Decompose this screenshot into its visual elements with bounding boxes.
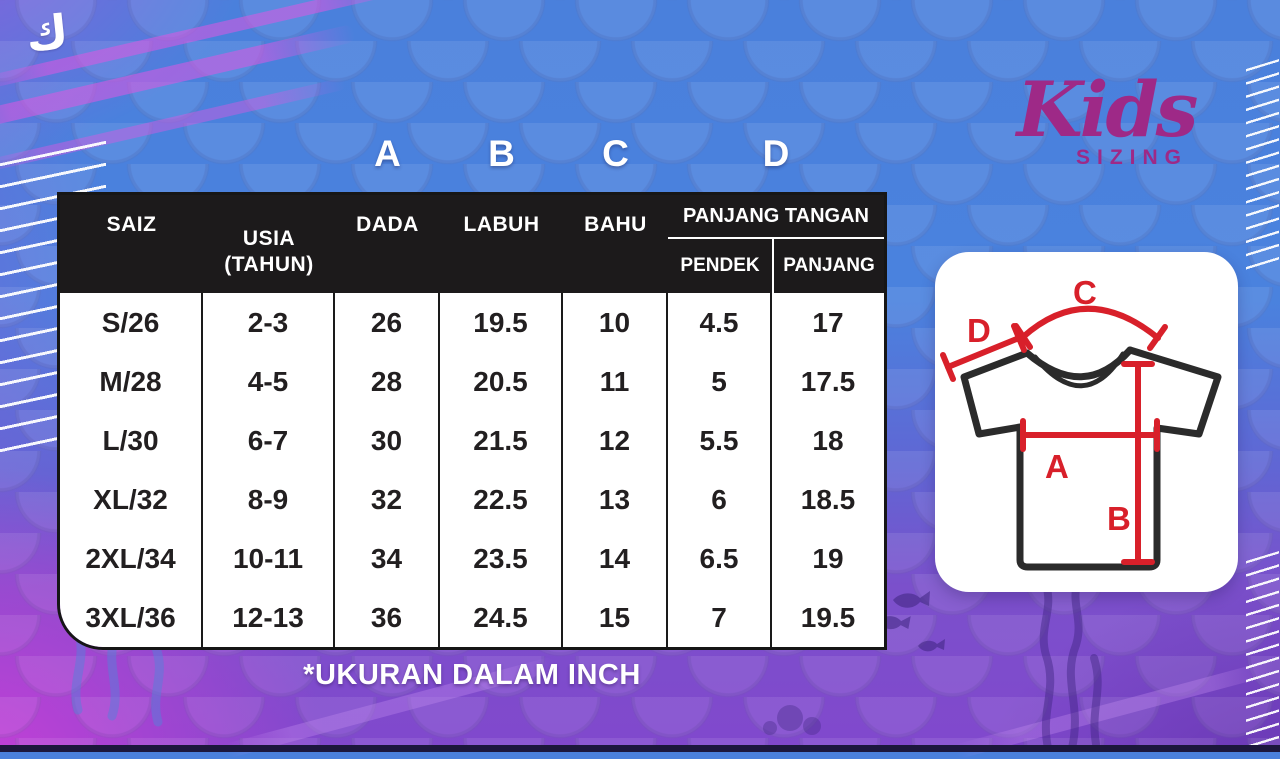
header-cell-pendek: PENDEK xyxy=(680,255,760,276)
table-cell: L/30 xyxy=(60,411,203,470)
table-header: SAIZ USIA (TAHUN) DADA LABUH BAHU PANJAN… xyxy=(60,195,884,293)
table-row: L/30 6-7 30 21.5 12 5.5 18 xyxy=(60,411,884,470)
tshirt-diagram-icon: A B C D xyxy=(940,274,1222,571)
table-cell: 19.5 xyxy=(800,601,856,633)
table-cell: 23.5 xyxy=(440,529,563,588)
table-cell: M/28 xyxy=(60,352,203,411)
table-body: S/26 2-3 26 19.5 10 4.5 17 M/28 4-5 28 2… xyxy=(60,293,884,647)
table-row: 3XL/36 12-13 36 24.5 15 7 19.5 xyxy=(60,588,884,647)
table-cell: 2-3 xyxy=(203,293,335,352)
table-cell: 6 xyxy=(668,470,772,529)
brand-logo: ك xyxy=(23,3,71,63)
table-cell: 10 xyxy=(563,293,668,352)
hatch-stripes-right-bottom-icon xyxy=(1246,550,1279,758)
size-table: SAIZ USIA (TAHUN) DADA LABUH BAHU PANJAN… xyxy=(57,192,887,650)
table-cell: 13 xyxy=(563,470,668,529)
diagram-label-d: D xyxy=(967,312,991,349)
table-cell: 12-13 xyxy=(203,588,335,647)
table-cell: 8-9 xyxy=(203,470,335,529)
table-cell: 7 xyxy=(668,588,772,647)
table-row: S/26 2-3 26 19.5 10 4.5 17 xyxy=(60,293,884,352)
table-cell: 6-7 xyxy=(203,411,335,470)
header-group-panjang-tangan: PANJANG TANGAN PENDEK PANJANG xyxy=(668,195,884,293)
table-cell: 4-5 xyxy=(203,352,335,411)
diagram-label-a: A xyxy=(1045,448,1069,485)
header-cell-bahu: BAHU xyxy=(584,213,647,236)
column-letter-a: A xyxy=(374,133,401,174)
table-cell: 28 xyxy=(335,352,440,411)
table-cell: 20.5 xyxy=(440,352,563,411)
kids-title: Kids xyxy=(1016,65,1199,154)
diagram-label-b: B xyxy=(1107,500,1131,537)
table-row: 2XL/34 10-11 34 23.5 14 6.5 19 xyxy=(60,529,884,588)
sizing-subtitle: SIZING xyxy=(1075,146,1188,170)
table-cell: 17 xyxy=(812,306,844,338)
header-group-title: PANJANG TANGAN xyxy=(683,204,869,227)
table-cell: 14 xyxy=(563,529,668,588)
table-cell: 18 xyxy=(812,424,844,456)
header-cell-usia: USIA (TAHUN) xyxy=(203,195,335,293)
table-cell: 10-11 xyxy=(203,529,335,588)
header-cell-panjang: PANJANG xyxy=(772,239,884,293)
diagram-label-c: C xyxy=(1073,274,1097,311)
header-subcolumns: PENDEK PANJANG xyxy=(668,237,884,293)
table-cell: 26 xyxy=(335,293,440,352)
table-cell: 5 xyxy=(668,352,772,411)
units-footnote: *UKURAN DALAM INCH xyxy=(303,659,641,691)
table-cell: 4.5 xyxy=(668,293,772,352)
table-cell: 11 xyxy=(563,352,668,411)
table-cell: 30 xyxy=(335,411,440,470)
table-cell: 6.5 xyxy=(668,529,772,588)
table-cell: S/26 xyxy=(60,293,203,352)
table-cell: 19 xyxy=(812,542,844,574)
kids-sizing-logo: Kids SIZING xyxy=(988,65,1224,170)
header-usia-line1: USIA xyxy=(242,227,296,250)
table-cell: 18.5 xyxy=(800,483,856,515)
table-cell: 21.5 xyxy=(440,411,563,470)
header-usia-line2: (TAHUN) xyxy=(224,253,314,276)
column-letter-c: C xyxy=(602,133,629,174)
hatch-stripes-right-top-icon xyxy=(1246,58,1279,280)
table-cell: 34 xyxy=(335,529,440,588)
table-cell: XL/32 xyxy=(60,470,203,529)
column-letters-row: A B C D xyxy=(60,133,884,175)
table-row: XL/32 8-9 32 22.5 13 6 18.5 xyxy=(60,470,884,529)
table-cell: 12 xyxy=(563,411,668,470)
table-cell: 32 xyxy=(335,470,440,529)
table-cell: 36 xyxy=(335,588,440,647)
table-cell: 19.5 xyxy=(440,293,563,352)
column-letter-d: D xyxy=(762,133,790,174)
header-cell-dada: DADA xyxy=(356,213,419,236)
table-cell: 15 xyxy=(563,588,668,647)
table-cell: 24.5 xyxy=(440,588,563,647)
table-cell: 3XL/36 xyxy=(60,588,203,647)
table-cell: 17.5 xyxy=(800,365,856,397)
tshirt-measurement-card: A B C D xyxy=(935,252,1238,592)
column-letter-b: B xyxy=(488,133,515,174)
header-cell-saiz: SAIZ xyxy=(106,213,157,236)
table-row: M/28 4-5 28 20.5 11 5 17.5 xyxy=(60,352,884,411)
table-cell: 5.5 xyxy=(668,411,772,470)
table-cell: 22.5 xyxy=(440,470,563,529)
bottom-border-strip xyxy=(0,745,1280,752)
header-cell-labuh: LABUH xyxy=(463,213,540,236)
table-cell: 2XL/34 xyxy=(60,529,203,588)
